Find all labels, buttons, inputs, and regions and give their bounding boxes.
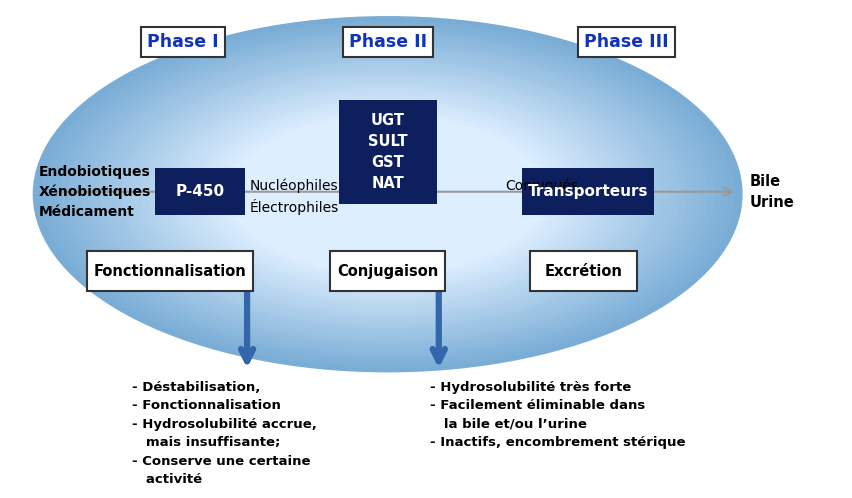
Ellipse shape <box>108 54 667 334</box>
Ellipse shape <box>114 58 661 331</box>
Text: Phase I: Phase I <box>147 33 219 51</box>
Ellipse shape <box>41 21 734 368</box>
Ellipse shape <box>88 44 688 344</box>
Ellipse shape <box>222 112 554 277</box>
Text: Bile
Urine: Bile Urine <box>750 174 795 210</box>
FancyBboxPatch shape <box>530 251 637 291</box>
Ellipse shape <box>95 48 681 341</box>
Ellipse shape <box>162 81 613 307</box>
Ellipse shape <box>175 88 601 301</box>
Ellipse shape <box>121 61 654 327</box>
Ellipse shape <box>101 51 674 338</box>
Ellipse shape <box>195 98 580 290</box>
Text: Transporteurs: Transporteurs <box>527 184 648 199</box>
Ellipse shape <box>228 115 547 274</box>
FancyBboxPatch shape <box>156 168 245 215</box>
Ellipse shape <box>55 27 721 361</box>
Ellipse shape <box>34 17 741 371</box>
Text: UGT
SULT
GST
NAT: UGT SULT GST NAT <box>368 113 407 191</box>
FancyBboxPatch shape <box>88 251 254 291</box>
Ellipse shape <box>74 37 701 351</box>
Ellipse shape <box>141 71 634 317</box>
Ellipse shape <box>67 34 708 354</box>
Text: Endobiotiques
Xénobiotiques
Médicament: Endobiotiques Xénobiotiques Médicament <box>38 165 151 219</box>
Ellipse shape <box>209 105 567 284</box>
Ellipse shape <box>81 41 694 348</box>
Text: - Hydrosolubilité très forte
- Facilement éliminable dans
   la bile et/ou l’uri: - Hydrosolubilité très forte - Facilemen… <box>430 381 686 450</box>
Ellipse shape <box>216 108 560 280</box>
Ellipse shape <box>148 74 627 314</box>
Ellipse shape <box>128 64 648 324</box>
Text: Nucléophiles
Électrophiles: Nucléophiles Électrophiles <box>250 179 338 215</box>
Ellipse shape <box>135 68 641 321</box>
Ellipse shape <box>60 31 715 358</box>
FancyBboxPatch shape <box>339 100 436 204</box>
Ellipse shape <box>168 85 607 304</box>
Ellipse shape <box>202 101 573 287</box>
Text: P-450: P-450 <box>176 184 225 199</box>
Text: Conjugués: Conjugués <box>505 178 579 193</box>
Ellipse shape <box>181 91 594 297</box>
Ellipse shape <box>188 95 587 294</box>
Ellipse shape <box>155 78 620 311</box>
Text: Fonctionnalisation: Fonctionnalisation <box>94 264 247 279</box>
Text: Phase II: Phase II <box>348 33 427 51</box>
Text: Phase III: Phase III <box>584 33 669 51</box>
Text: Conjugaison: Conjugaison <box>337 264 438 279</box>
Text: - Déstabilisation,
- Fonctionnalisation
- Hydrosolubilité accrue,
   mais insuff: - Déstabilisation, - Fonctionnalisation … <box>132 381 317 487</box>
Text: Excrétion: Excrétion <box>544 264 623 279</box>
FancyBboxPatch shape <box>331 251 445 291</box>
FancyBboxPatch shape <box>521 168 654 215</box>
Ellipse shape <box>48 24 728 365</box>
